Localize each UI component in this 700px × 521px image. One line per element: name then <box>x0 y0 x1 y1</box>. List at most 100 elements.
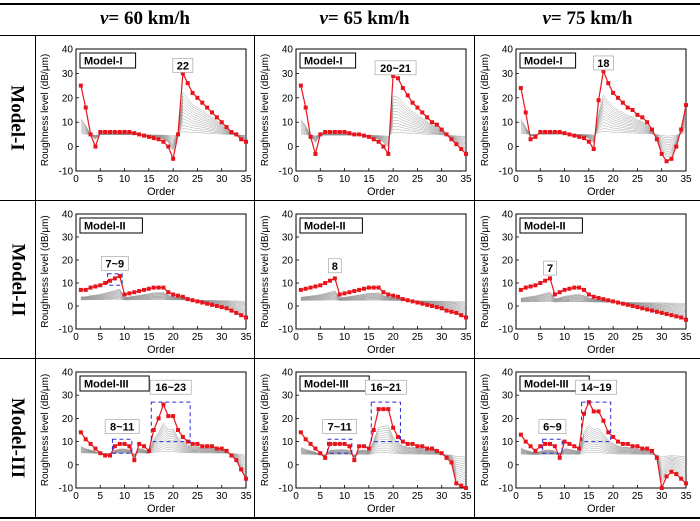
y-tick-label: -10 <box>279 167 294 178</box>
x-tick-label: 10 <box>339 174 351 185</box>
data-point <box>313 446 318 451</box>
data-point <box>538 129 543 134</box>
data-point <box>528 444 533 449</box>
gray-curve <box>300 298 467 305</box>
data-point <box>596 295 601 300</box>
data-point <box>205 105 210 110</box>
data-point <box>425 446 430 451</box>
data-point <box>659 151 664 156</box>
model-label: Model-III <box>524 379 569 391</box>
data-point <box>616 95 620 100</box>
data-point <box>122 441 127 446</box>
data-point <box>548 441 552 446</box>
data-point <box>376 407 381 412</box>
data-point <box>449 309 454 314</box>
data-point <box>195 299 200 304</box>
data-point <box>543 278 548 283</box>
data-point <box>538 281 543 285</box>
y-tick-label: 10 <box>282 279 294 290</box>
model-label: Model-I <box>524 56 563 68</box>
column-header-2: v = 65 km/h <box>255 4 474 34</box>
data-point <box>347 131 352 136</box>
data-point <box>415 444 420 449</box>
annotation-label: 8 <box>332 261 338 273</box>
gray-curve <box>80 292 247 312</box>
y-tick-label: -10 <box>279 484 294 495</box>
data-point <box>459 313 464 318</box>
y-tick-label: 0 <box>67 142 73 153</box>
model-label: Model-II <box>84 221 126 233</box>
annotation-box <box>374 60 417 76</box>
chart-panel-r1c1: 0 5 10 15 20 25 30 35-10010203040OrderRoughness… <box>40 45 252 199</box>
data-point <box>88 285 93 290</box>
data-point <box>137 132 142 137</box>
y-tick-label: 20 <box>502 256 514 267</box>
annotation-box <box>328 258 342 274</box>
plot-frame <box>75 371 247 489</box>
data-point <box>142 133 146 138</box>
x-tick-label: 5 <box>538 174 544 185</box>
data-point <box>161 402 166 407</box>
highlight-box <box>107 273 123 286</box>
data-point <box>528 284 533 289</box>
data-point <box>601 68 606 73</box>
gray-curve <box>80 293 247 311</box>
data-point <box>342 129 347 134</box>
x-tick-label: 15 <box>143 491 155 502</box>
data-point <box>132 290 137 295</box>
x-tick-label: 35 <box>680 174 692 185</box>
data-point <box>684 481 688 486</box>
y-tick-label: -10 <box>59 484 74 495</box>
data-point <box>552 292 557 297</box>
data-point <box>210 110 214 115</box>
y-tick-label: -10 <box>499 167 514 178</box>
data-point <box>434 305 439 310</box>
data-point <box>410 441 415 446</box>
data-point <box>386 292 391 297</box>
y-tick-label: 40 <box>502 45 514 56</box>
data-point <box>234 458 239 463</box>
x-axis-label: Order <box>587 344 615 356</box>
data-point <box>533 283 538 288</box>
annotation-label: 16~21 <box>370 382 401 394</box>
data-point <box>308 134 313 139</box>
data-point <box>410 100 415 105</box>
data-point <box>518 432 523 437</box>
data-point <box>386 151 391 156</box>
x-tick-label: 25 <box>632 174 644 185</box>
chart-panel-r3c1: 0 5 10 15 20 25 30 35-10010203040OrderRoughness… <box>40 368 252 516</box>
data-point <box>239 137 244 142</box>
gray-curve <box>80 436 247 466</box>
data-point <box>190 90 195 95</box>
data-point <box>582 411 586 416</box>
data-point <box>596 98 601 103</box>
data-point <box>352 132 357 137</box>
data-point <box>630 304 635 308</box>
data-point <box>244 139 248 144</box>
model-label-box <box>519 52 577 69</box>
x-tick-label: 10 <box>559 332 571 343</box>
data-point <box>430 304 434 308</box>
data-point <box>83 287 88 292</box>
data-point <box>303 286 308 291</box>
data-point <box>548 129 552 134</box>
data-point <box>142 287 146 292</box>
data-point <box>620 301 625 306</box>
annotation-box <box>149 379 192 395</box>
data-point <box>582 136 586 141</box>
x-tick-label: 10 <box>559 174 571 185</box>
data-point <box>185 297 190 302</box>
data-point <box>645 307 650 312</box>
data-point <box>112 444 117 449</box>
x-tick-label: 35 <box>680 491 692 502</box>
data-point <box>630 444 635 449</box>
data-point <box>103 129 108 134</box>
y-tick-label: 0 <box>507 142 513 153</box>
data-point <box>171 156 176 161</box>
model-label: Model-III <box>84 379 129 391</box>
data-point <box>352 289 357 294</box>
y-tick-label: 10 <box>62 279 74 290</box>
data-point <box>538 444 543 449</box>
x-tick-label: 35 <box>460 332 472 343</box>
gray-curve <box>300 99 467 152</box>
